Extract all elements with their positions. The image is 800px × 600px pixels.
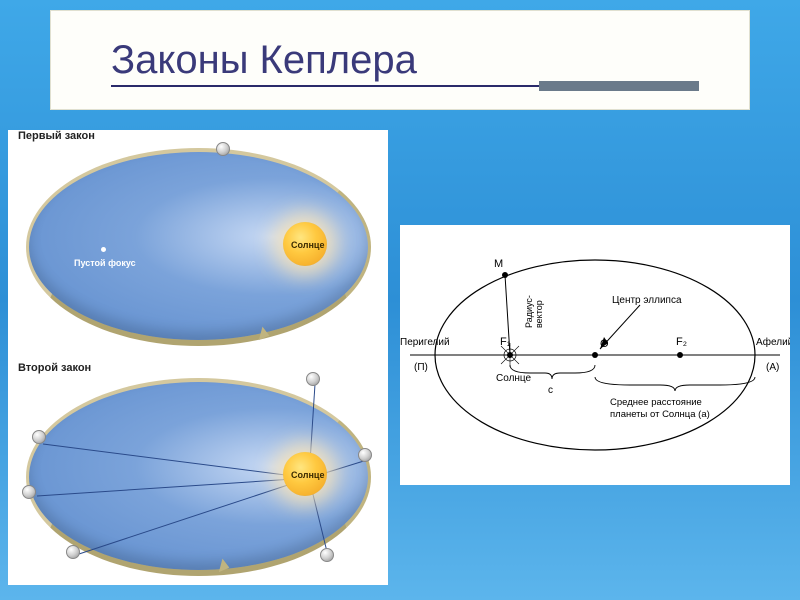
empty-focus-dot (101, 247, 106, 252)
slide-title: Законы Кеплера (111, 38, 749, 83)
second-law-planet-6 (320, 548, 334, 562)
radius-vector-label-1: Радиус- (524, 295, 534, 328)
perihelion-short-label: (П) (414, 362, 428, 373)
radius-vector-label-2: вектор (534, 300, 544, 328)
aphelion-short-label: (А) (766, 362, 779, 373)
aphelion-label: Афелий (756, 336, 790, 348)
c-label: с (548, 385, 553, 396)
second-law-planet-3 (66, 545, 80, 559)
title-container: Законы Кеплера (50, 10, 750, 110)
f2-label: F₂ (676, 336, 687, 348)
ellipse-schematic: М F₁ F₂ О Перигелий (П) Афелий (А) Солнц… (400, 225, 790, 485)
second-law-planet-4 (306, 372, 320, 386)
first-law-label: Первый закон (18, 130, 95, 142)
point-m-label: М (494, 258, 503, 270)
second-law-label: Второй закон (18, 362, 91, 374)
o-label: О (600, 338, 609, 350)
first-law-sun-label: Солнце (291, 240, 324, 250)
second-law-planet-2 (22, 485, 36, 499)
first-law-arrow-icon (259, 327, 271, 343)
sun-label: Солнце (496, 373, 532, 384)
perihelion-label: Перигелий (400, 337, 450, 348)
second-law-planet-1 (32, 430, 46, 444)
first-law-planet (216, 142, 230, 156)
title-accent-bar (539, 81, 699, 91)
f1-label: F₁ (500, 336, 511, 348)
second-law-sun-label: Солнце (291, 470, 324, 480)
ellipse-schematic-panel: М F₁ F₂ О Перигелий (П) Афелий (А) Солнц… (400, 225, 790, 485)
mean-distance-label-2: планеты от Солнца (а) (610, 409, 710, 420)
second-law-planet-5 (358, 448, 372, 462)
center-label: Центр эллипса (612, 295, 682, 306)
mean-distance-label-1: Среднее расстояние (610, 397, 702, 408)
empty-focus-label: Пустой фокус (74, 258, 136, 268)
kepler-laws-panel: Первый закон Пустой фокус Солнце Второй … (8, 130, 388, 585)
